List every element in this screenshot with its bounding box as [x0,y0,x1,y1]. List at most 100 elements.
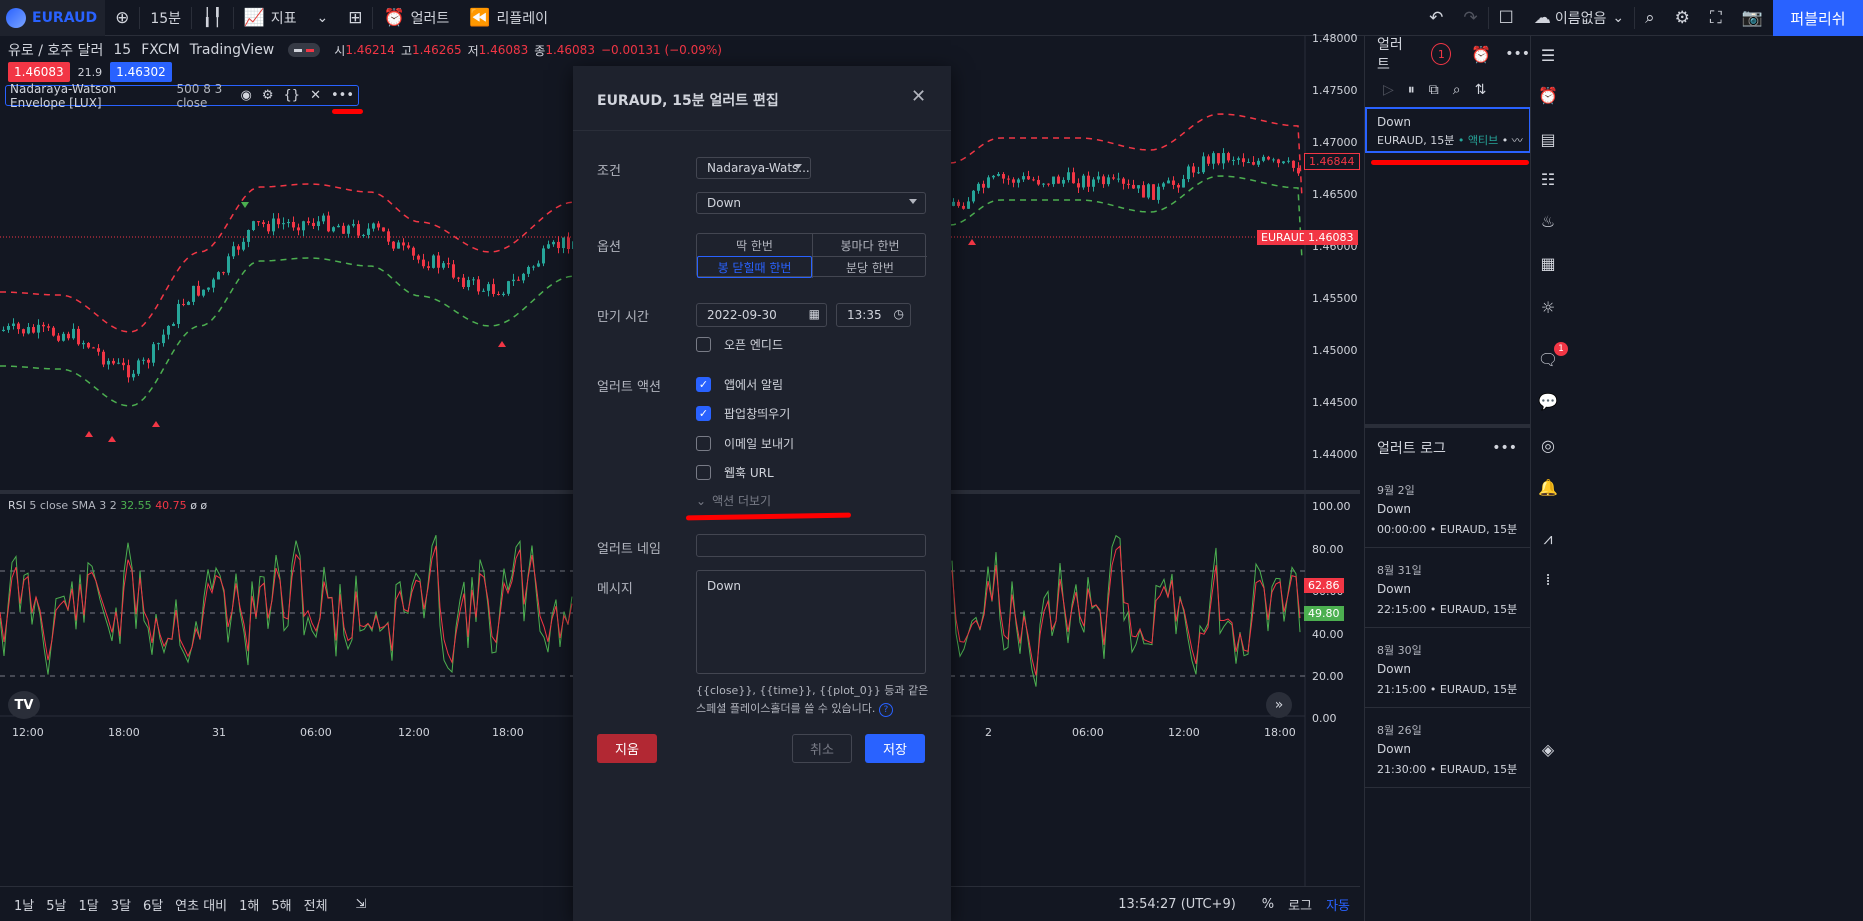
tradingview-logo[interactable]: TV [8,691,40,719]
delete-button[interactable]: 지움 [597,734,657,763]
replay-button[interactable]: ⏪ 리플레이 [459,0,558,36]
templates-button[interactable]: ⊞ [338,0,372,36]
fire-icon[interactable]: ♨ [1540,211,1556,231]
action-checkbox[interactable]: ✓ 앱에서 알림 [696,376,783,393]
condition-select[interactable]: Nadaraya-Wats... [696,157,811,179]
scroll-to-realtime-button[interactable]: » [1266,692,1292,718]
layout-select-button[interactable]: ☐ [1489,0,1524,36]
checkbox-box[interactable] [696,465,711,480]
candle-body [432,255,435,268]
goto-date-icon[interactable]: ⇲ [355,896,367,912]
undo-button[interactable]: ↶ [1419,0,1453,36]
alarm-icon[interactable]: ⏰ [1538,85,1558,105]
check-icon[interactable]: ✓ [696,406,711,421]
sort-icon[interactable]: ⇅ [1474,82,1487,98]
range-button[interactable]: 6달 [142,898,164,914]
play-icon[interactable]: ▷ [1383,82,1394,98]
log-item[interactable]: Down 00:00:00 • EURAUD, 15분 [1365,502,1531,548]
rsi-legend[interactable]: RSI 5 close SMA 3 2 32.55 40.75 ø ø [8,499,207,512]
option-once-per-minute[interactable]: 분당 한번 [812,256,927,278]
news-icon[interactable]: ▤ [1540,129,1556,149]
log-item[interactable]: Down 21:30:00 • EURAUD, 15분 [1365,742,1531,788]
watchlist-icon[interactable]: ☰ [1540,45,1556,65]
percent-toggle[interactable]: % [1261,897,1275,912]
messages-icon[interactable]: 💬 [1538,391,1558,411]
gear-icon[interactable]: ⚙ [261,88,274,103]
publish-button[interactable]: 퍼블리쉬 [1773,0,1863,36]
checkbox-box[interactable] [696,436,711,451]
checkbox-box[interactable] [696,337,711,352]
save-button[interactable]: 저장 [865,734,925,763]
compare-add-button[interactable]: ⊕ [105,0,139,36]
market-status-pill[interactable] [288,43,321,57]
duplicate-icon[interactable]: ⧉ [1428,82,1439,98]
more-icon[interactable]: ••• [1492,440,1517,456]
clock-time[interactable]: 13:54:27 (UTC+9) [1118,897,1236,912]
layers-icon[interactable]: ◈ [1541,739,1555,759]
chart-type-button[interactable]: ╽╿ [192,0,232,36]
action-checkbox[interactable]: ✓ 팝업창띄우기 [696,405,790,422]
range-button[interactable]: 3달 [110,898,131,914]
alert-item[interactable]: Down EURAUD, 15분 • 액티브 • 〰 [1365,107,1531,153]
sell-button[interactable]: 1.46083 [8,62,70,82]
pause-icon[interactable]: ⏸ [1407,82,1415,98]
close-icon[interactable]: ✕ [310,88,321,103]
more-icon[interactable]: ••• [1505,46,1530,62]
settings-button[interactable]: ⚙ [1665,0,1700,36]
candle-body [107,360,110,365]
alert-name-input[interactable] [696,534,926,557]
expiry-date-input[interactable]: 2022-09-30 ▦ [696,303,827,327]
open-ended-checkbox[interactable]: 오픈 엔디드 [696,336,783,353]
source-code-icon[interactable]: {} [283,88,301,103]
range-button[interactable]: 전체 [303,898,328,914]
log-item[interactable]: Down 22:15:00 • EURAUD, 15분 [1365,582,1531,628]
log-toggle[interactable]: 로그 [1288,899,1313,914]
indicator-legend-row[interactable]: Nadaraya-Watson Envelope [LUX] 500 8 3 c… [5,82,359,110]
indicators-button[interactable]: 📈 지표 [234,0,307,36]
add-alert-icon[interactable]: ⏰ [1471,44,1492,64]
calendar-icon[interactable]: ▦ [1540,253,1556,273]
expiry-time-input[interactable]: 13:35 ◷ [836,303,911,327]
interval-button[interactable]: 15분 [140,0,191,36]
option-once-per-bar[interactable]: 봉마다 한번 [812,234,927,256]
broadcast-icon[interactable]: ◎ [1541,435,1555,455]
redo-button[interactable]: ↷ [1453,0,1487,36]
alert-button[interactable]: ⏰ 얼러트 [373,0,459,36]
bell-icon[interactable]: 🔔 [1538,477,1558,497]
range-button[interactable]: 1달 [78,898,99,914]
snapshot-button[interactable]: 📷 [1732,0,1773,36]
option-once[interactable]: 딱 한번 [736,238,773,253]
more-actions-toggle[interactable]: ⌄ 액션 더보기 [696,492,771,509]
dom-icon[interactable]: ⁞ [1545,569,1551,589]
range-button[interactable]: 연초 대비 [175,898,228,914]
candle-body [952,201,955,206]
range-button[interactable]: 5날 [46,898,67,914]
more-icon[interactable]: ••• [330,88,354,103]
option-once-per-bar-close[interactable]: 봉 닫힐때 한번 [697,256,812,278]
help-icon[interactable]: ? [878,703,893,717]
check-icon[interactable]: ✓ [696,377,711,392]
condition-sub-select[interactable]: Down [696,192,926,214]
auto-toggle[interactable]: 자동 [1326,899,1350,914]
range-button[interactable]: 1해 [239,898,260,914]
fullscreen-button[interactable]: ⛶ [1700,0,1732,36]
quick-search-button[interactable]: ⌕ [1635,0,1665,36]
symbol-search-button[interactable]: EURAUD [0,0,106,36]
trading-panel-icon[interactable]: ⩘ [1543,529,1553,548]
eye-icon[interactable]: ◉ [240,88,252,103]
chat-icon[interactable]: 🗨 1 [1535,342,1568,372]
search-icon[interactable]: ⌕ [1452,82,1461,98]
close-icon[interactable]: ✕ [911,86,927,107]
range-button[interactable]: 1날 [14,898,35,914]
message-textarea[interactable]: Down [696,570,926,674]
range-button[interactable]: 5해 [271,898,292,914]
indicators-dropdown-button[interactable]: ⌄ [306,0,338,36]
cancel-button[interactable]: 취소 [792,734,852,763]
action-checkbox[interactable]: 웹훅 URL [696,464,774,481]
action-checkbox[interactable]: 이메일 보내기 [696,435,794,452]
lightbulb-icon[interactable]: ☼ [1540,297,1556,317]
checklist-icon[interactable]: ☷ [1540,169,1556,189]
layout-name-button[interactable]: ☁ 이름없음 ⌄ [1524,0,1634,36]
log-item[interactable]: Down 21:15:00 • EURAUD, 15분 [1365,662,1531,708]
buy-button[interactable]: 1.46302 [110,62,172,82]
